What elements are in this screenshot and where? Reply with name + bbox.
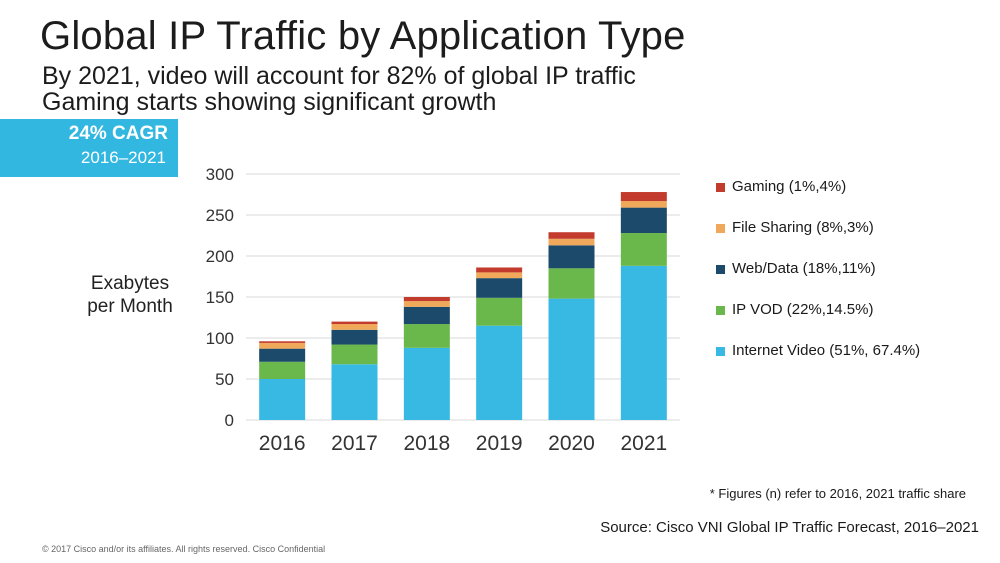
bar-segment <box>331 324 378 330</box>
y-tick-label: 50 <box>215 370 234 389</box>
bar-segment <box>620 265 667 420</box>
y-tick-label: 100 <box>206 329 234 348</box>
source-note: Source: Cisco VNI Global IP Traffic Fore… <box>600 519 979 536</box>
chart-gridlines <box>246 173 680 421</box>
x-tick-label: 2017 <box>331 432 378 455</box>
bar-segment <box>259 348 306 362</box>
page-title: Global IP Traffic by Application Type <box>40 14 686 58</box>
bar-segment <box>476 278 523 298</box>
bar-segment <box>259 342 306 349</box>
bar-segment <box>620 207 667 234</box>
bar-segment <box>548 238 595 246</box>
legend-swatch <box>716 347 725 356</box>
bar-segment <box>403 347 450 420</box>
y-tick-label: 250 <box>206 206 234 225</box>
bar-segment <box>331 329 378 345</box>
legend-label: Internet Video (51%, 67.4%) <box>732 342 921 359</box>
legend-label: IP VOD (22%,14.5%) <box>732 301 874 318</box>
legend-label: Web/Data (18%,11%) <box>732 260 876 277</box>
y-tick-label: 0 <box>225 411 234 430</box>
cagr-period: 2016–2021 <box>80 148 166 167</box>
y-axis-ticks: 0 50 100 150 200 250 300 <box>206 165 234 430</box>
y-tick-label: 150 <box>206 288 234 307</box>
legend-label: Gaming (1%,4%) <box>732 178 847 195</box>
bar-segment <box>476 297 523 326</box>
legend-label: File Sharing (8%,3%) <box>732 219 874 236</box>
x-tick-label: 2019 <box>476 432 523 455</box>
bar-segment <box>476 267 523 273</box>
cagr-value: 24% CAGR <box>68 123 168 144</box>
x-tick-label: 2021 <box>620 432 667 455</box>
legend-swatch <box>716 306 725 315</box>
bar-segment <box>476 325 523 420</box>
y-axis-label: Exabytes per Month <box>60 272 200 318</box>
legend-swatch <box>716 224 725 233</box>
x-tick-label: 2016 <box>259 432 306 455</box>
bar-segment <box>548 268 595 299</box>
x-tick-label: 2018 <box>403 432 450 455</box>
chart-bars <box>259 192 667 420</box>
bar-segment <box>620 233 667 266</box>
bar-segment <box>403 324 450 348</box>
x-tick-label: 2020 <box>548 432 595 455</box>
bar-segment <box>548 232 595 239</box>
y-tick-label: 200 <box>206 247 234 266</box>
bar-segment <box>403 297 450 302</box>
bar-segment <box>620 192 667 202</box>
subtitle-video: By 2021, video will account for 82% of g… <box>42 62 636 90</box>
y-tick-label: 300 <box>206 165 234 184</box>
y-axis-label-line-2: per Month <box>87 296 173 317</box>
bar-segment <box>620 201 667 208</box>
bar-segment <box>259 379 306 420</box>
legend-swatch <box>716 183 725 192</box>
bar-segment <box>331 364 378 420</box>
bar-segment <box>548 298 595 420</box>
footnote: * Figures (n) refer to 2016, 2021 traffi… <box>709 486 966 501</box>
cagr-badge: 24% CAGR 2016–2021 <box>0 119 178 177</box>
bar-segment <box>476 272 523 279</box>
bar-segment <box>331 344 378 365</box>
y-axis-label-line-1: Exabytes <box>90 273 170 294</box>
bar-segment <box>403 306 450 325</box>
copyright: © 2017 Cisco and/or its affiliates. All … <box>42 544 326 554</box>
legend-swatch <box>716 265 725 274</box>
bar-segment <box>548 245 595 269</box>
subtitle-gaming: Gaming starts showing significant growth <box>42 88 497 116</box>
bar-segment <box>403 301 450 307</box>
bar-segment <box>331 321 378 325</box>
x-axis-ticks: 2016 2017 2018 2019 2020 2021 <box>259 432 667 455</box>
bar-segment <box>259 361 306 379</box>
bar-segment <box>259 341 306 343</box>
